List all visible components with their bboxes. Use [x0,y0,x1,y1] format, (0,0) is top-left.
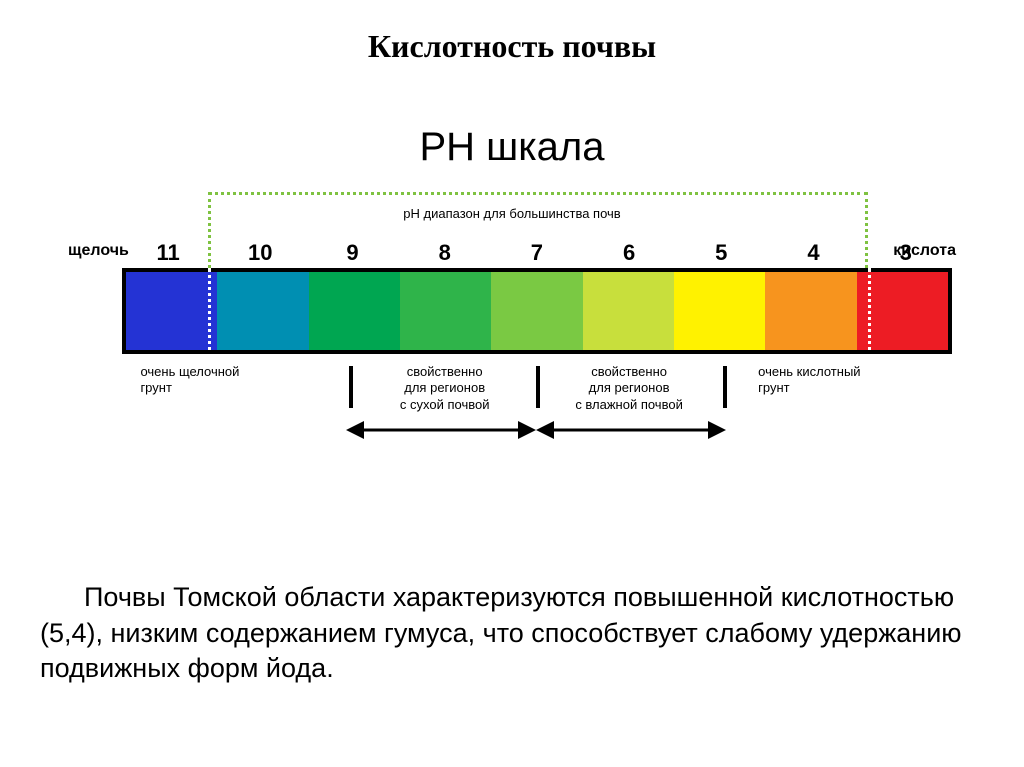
range-arrows [62,414,962,454]
ph-number-6: 6 [583,240,675,266]
divider-mark [536,366,540,408]
ph-cell-8 [400,272,491,350]
label-very-alkaline: очень щелочнойгрунт [140,364,306,397]
range-dotted-left [208,268,211,358]
ph-cell-10 [217,272,308,350]
end-label-alkali: щелочь [68,242,129,260]
ph-number-4: 4 [767,240,859,266]
ph-cell-9 [309,272,400,350]
ph-cell-5 [674,272,765,350]
page-title: Кислотность почвы [0,0,1024,65]
range-dotted-right [868,268,871,358]
divider-mark [723,366,727,408]
ph-cell-7 [491,272,582,350]
label-dry-regions: свойственнодля регионовс сухой почвой [353,364,537,413]
ph-number-5: 5 [675,240,767,266]
ph-cell-11 [126,272,217,350]
range-caption: pH диапазон для большинства почв [403,206,620,221]
divider-mark [349,366,353,408]
ph-number-9: 9 [306,240,398,266]
ph-cell-6 [583,272,674,350]
ph-number-10: 10 [214,240,306,266]
ph-chart: pH диапазон для большинства почв щелочь … [62,178,962,458]
ph-number-3: 3 [860,240,952,266]
ph-number-11: 11 [122,240,214,266]
ph-number-8: 8 [399,240,491,266]
ph-scale-bar [122,268,952,354]
label-very-acid: очень кислотныйгрунт [758,364,942,397]
body-paragraph: Почвы Томской области характеризуются по… [40,580,984,687]
label-wet-regions: свойственнодля регионовс влажной почвой [537,364,721,413]
ph-cell-4 [765,272,856,350]
ph-number-7: 7 [491,240,583,266]
body-text-content: Почвы Томской области характеризуются по… [40,582,962,683]
scale-title: PH шкала [0,125,1024,170]
